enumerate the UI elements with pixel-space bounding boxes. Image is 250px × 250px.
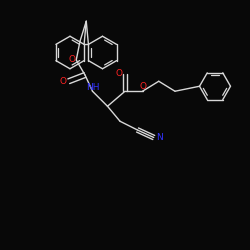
Text: NH: NH — [86, 82, 99, 92]
Text: N: N — [156, 133, 162, 142]
Text: O: O — [139, 82, 146, 91]
Text: O: O — [68, 56, 75, 64]
Text: O: O — [60, 77, 67, 86]
Text: O: O — [116, 69, 123, 78]
